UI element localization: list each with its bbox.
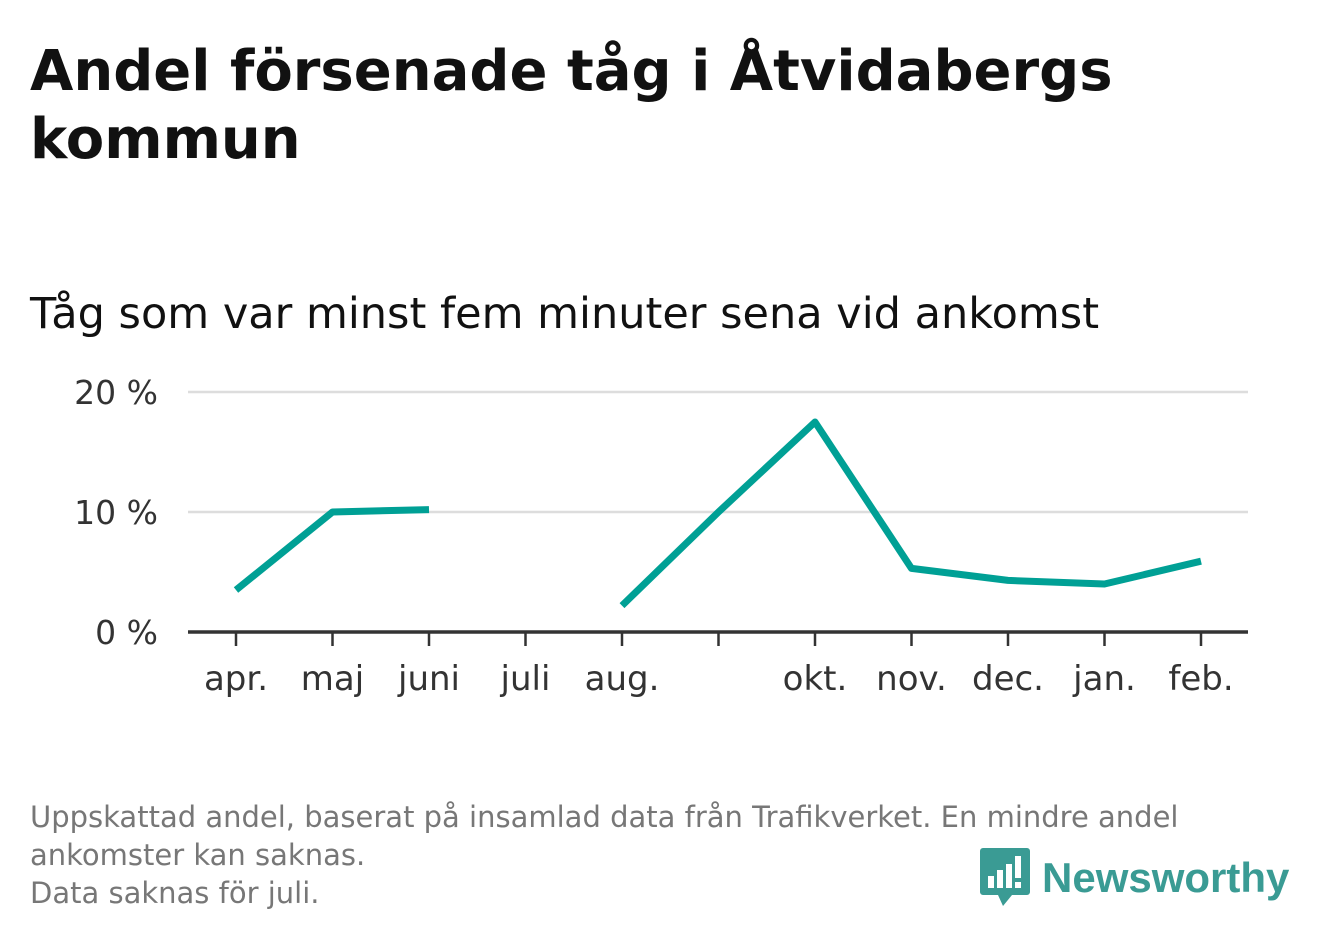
x-tick-label: juli xyxy=(500,659,551,699)
x-tick-label: nov. xyxy=(876,659,947,699)
line-chart: 0 % 10 % 20 % apr. maj juni juli aug. okt. nov. d… xyxy=(74,373,1248,699)
x-axis-labels: apr. maj juni juli aug. okt. nov. dec. jan. feb. xyxy=(204,659,1234,699)
footnote-line-3: Data saknas för juli. xyxy=(30,876,320,910)
x-tick-label: jan. xyxy=(1072,659,1136,699)
series-segment xyxy=(619,418,1202,609)
x-tick-label: maj xyxy=(301,659,364,699)
chart-title: Andel försenade tåg i Åtvidabergs kommun xyxy=(30,39,1113,172)
x-tick-label: okt. xyxy=(783,659,848,699)
y-tick-label: 10 % xyxy=(74,493,158,532)
footnote-line-1: Uppskattad andel, baserat på insamlad da… xyxy=(30,800,1179,834)
x-axis xyxy=(188,630,1248,646)
y-tick-label: 0 % xyxy=(95,613,158,652)
newsworthy-bar-chart-icon xyxy=(980,848,1030,906)
x-tick-label: dec. xyxy=(972,659,1044,699)
footnote: Uppskattad andel, baserat på insamlad da… xyxy=(30,798,1290,912)
x-tick-label: apr. xyxy=(204,659,268,699)
series-line xyxy=(233,418,1202,609)
x-tick-label: feb. xyxy=(1168,659,1233,699)
y-axis-labels: 0 % 10 % 20 % xyxy=(74,373,158,652)
brand-name: Newsworthy xyxy=(1042,854,1290,901)
series-segment xyxy=(233,506,430,593)
x-tick-label: juni xyxy=(397,659,460,699)
footnote-line-2: ankomster kan saknas. xyxy=(30,838,366,872)
grid-lines xyxy=(188,390,1248,514)
chart-subtitle: Tåg som var minst fem minuter sena vid a… xyxy=(30,289,1100,339)
y-tick-label: 20 % xyxy=(74,373,158,412)
newsworthy-logo: Newsworthy xyxy=(980,848,1289,908)
x-tick-label: aug. xyxy=(585,659,660,699)
